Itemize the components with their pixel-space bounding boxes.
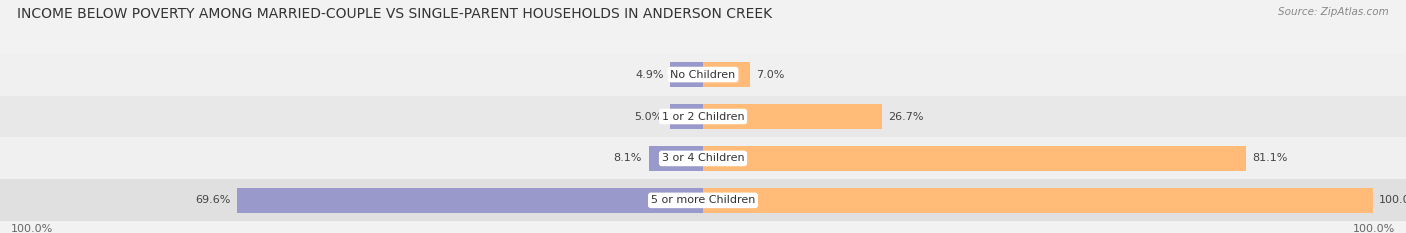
Bar: [0, 54, 1406, 96]
Bar: [671, 62, 703, 87]
Bar: [0, 179, 1406, 221]
Text: 81.1%: 81.1%: [1253, 154, 1288, 163]
Text: 5 or more Children: 5 or more Children: [651, 195, 755, 205]
Text: 100.0%: 100.0%: [11, 224, 53, 233]
Text: 100.0%: 100.0%: [1353, 224, 1395, 233]
Text: 8.1%: 8.1%: [613, 154, 643, 163]
Text: 26.7%: 26.7%: [889, 112, 924, 121]
Bar: [0, 137, 1406, 179]
Text: 3 or 4 Children: 3 or 4 Children: [662, 154, 744, 163]
Bar: [669, 104, 703, 129]
Text: No Children: No Children: [671, 70, 735, 79]
Text: 4.9%: 4.9%: [636, 70, 664, 79]
Text: 100.0%: 100.0%: [1379, 195, 1406, 205]
Text: Source: ZipAtlas.com: Source: ZipAtlas.com: [1278, 7, 1389, 17]
Bar: [703, 62, 749, 87]
Text: 7.0%: 7.0%: [756, 70, 785, 79]
Text: 1 or 2 Children: 1 or 2 Children: [662, 112, 744, 121]
Text: 5.0%: 5.0%: [634, 112, 662, 121]
Text: 69.6%: 69.6%: [195, 195, 231, 205]
Bar: [238, 188, 703, 213]
Bar: [703, 104, 882, 129]
Bar: [0, 96, 1406, 137]
Text: INCOME BELOW POVERTY AMONG MARRIED-COUPLE VS SINGLE-PARENT HOUSEHOLDS IN ANDERSO: INCOME BELOW POVERTY AMONG MARRIED-COUPL…: [17, 7, 772, 21]
Bar: [648, 146, 703, 171]
Bar: [703, 146, 1246, 171]
Bar: [703, 188, 1372, 213]
